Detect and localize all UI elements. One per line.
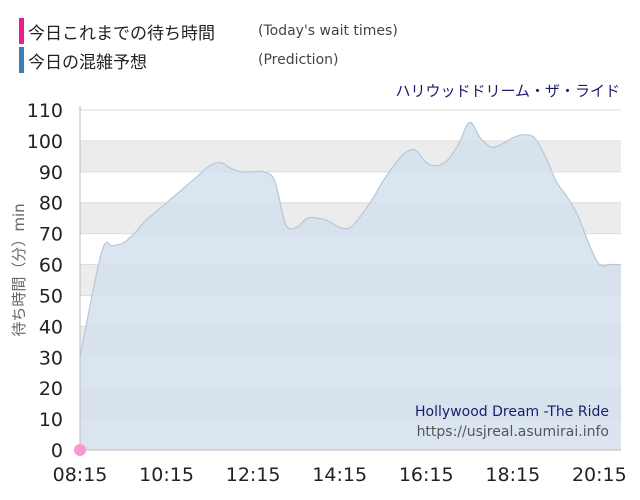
- y-tick-label: 80: [39, 193, 63, 215]
- y-tick-label: 10: [39, 409, 63, 431]
- y-tick-label: 0: [51, 440, 63, 462]
- x-tick-label: 12:15: [226, 464, 281, 486]
- ride-name-jp: ハリウッドドリーム・ザ・ライド: [395, 82, 620, 100]
- y-tick-label: 60: [39, 255, 63, 277]
- y-tick-label: 40: [39, 316, 63, 338]
- legend-sub-today: (Today's wait times): [258, 23, 398, 39]
- legend-label-prediction: 今日の混雑予想: [28, 52, 147, 73]
- y-tick-label: 50: [39, 285, 63, 307]
- actual-wait-point: [74, 444, 86, 456]
- y-tick-label: 90: [39, 162, 63, 184]
- y-tick-label: 100: [27, 131, 63, 153]
- x-tick-label: 16:15: [399, 464, 454, 486]
- legend-item-prediction: 今日の混雑予想 (Prediction): [19, 47, 338, 73]
- legend-swatch-prediction: [19, 47, 24, 73]
- prediction-line: [79, 121, 621, 358]
- y-axis-label: 待ち時間（分）min: [10, 203, 28, 336]
- ride-name-en: Hollywood Dream -The Ride: [415, 404, 609, 420]
- legend-swatch-today: [19, 18, 24, 44]
- x-tick-label: 14:15: [312, 464, 367, 486]
- y-tick-label: 30: [39, 347, 63, 369]
- legend-sub-prediction: (Prediction): [258, 52, 339, 68]
- x-tick-label: 18:15: [485, 464, 540, 486]
- legend-label-today: 今日これまでの待ち時間: [28, 23, 215, 44]
- y-tick-label: 20: [39, 378, 63, 400]
- source-url: https://usjreal.asumirai.info: [417, 424, 609, 440]
- x-tick-label: 08:15: [53, 464, 108, 486]
- y-tick-label: 70: [39, 224, 63, 246]
- x-tick-label: 10:15: [139, 464, 194, 486]
- x-tick-label: 20:15: [572, 464, 627, 486]
- prediction-area: [80, 122, 621, 450]
- y-tick-label: 110: [27, 100, 63, 122]
- legend-item-today: 今日これまでの待ち時間 (Today's wait times): [19, 18, 398, 44]
